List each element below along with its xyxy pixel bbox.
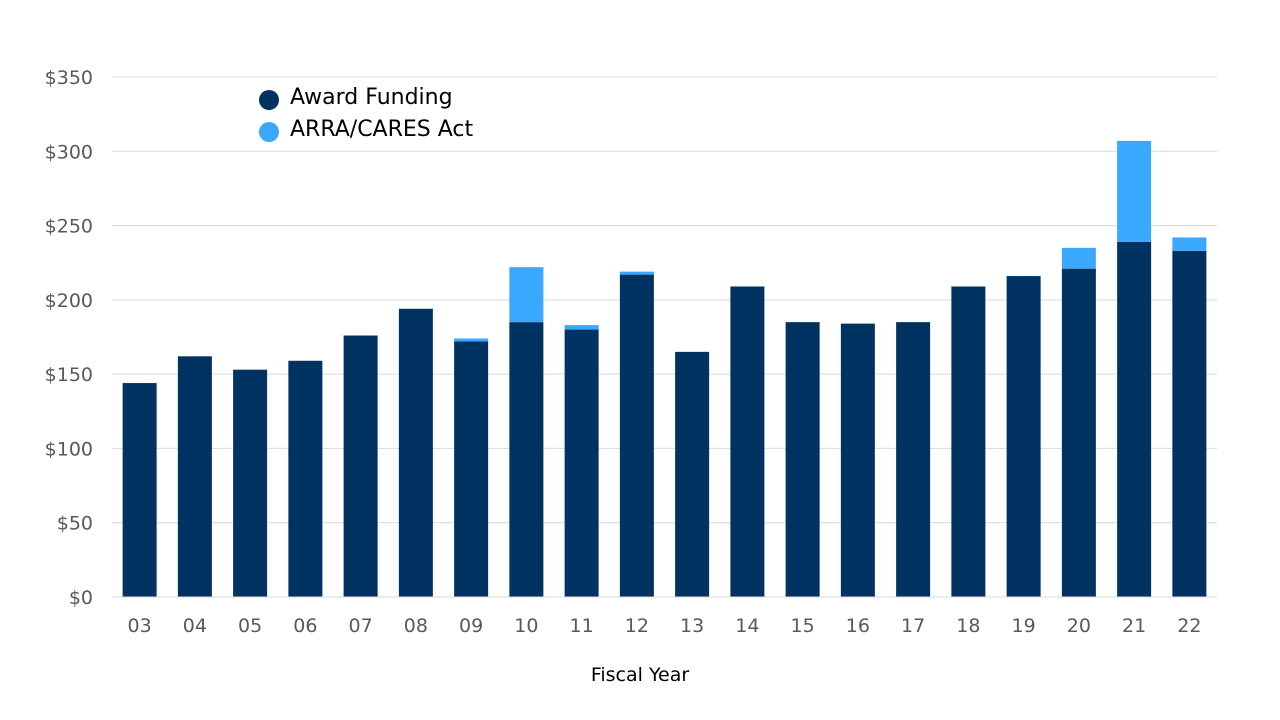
bar-award-funding bbox=[509, 322, 544, 597]
gridlines bbox=[112, 76, 1217, 524]
y-axis-tick-labels: $0 $50 $100 $150 $200 $250 $300 $350 bbox=[45, 67, 93, 609]
legend: Award Funding ARRA/CARES Act bbox=[259, 85, 474, 142]
bar-award-funding bbox=[564, 329, 599, 597]
x-axis-title: Fiscal Year bbox=[591, 664, 690, 686]
bar-award-funding bbox=[1117, 241, 1152, 597]
bar-award-funding bbox=[1172, 250, 1207, 598]
bar-award-funding bbox=[122, 383, 157, 597]
x-tick-label: 06 bbox=[293, 615, 317, 637]
bar-award-funding bbox=[398, 308, 433, 597]
x-tick-label: 12 bbox=[625, 615, 649, 637]
y-tick-label: $200 bbox=[45, 290, 93, 312]
bar-award-funding bbox=[951, 286, 986, 597]
x-tick-label: 11 bbox=[570, 615, 594, 637]
bar-award-funding bbox=[675, 351, 710, 597]
x-tick-label: 03 bbox=[128, 615, 152, 637]
bar-award-funding bbox=[288, 360, 323, 597]
x-axis-tick-labels: 03 04 05 06 07 08 09 10 11 12 13 14 15 16 17 18 19 20 21 22 bbox=[128, 615, 1202, 637]
bar-arra-cares-act bbox=[619, 271, 654, 275]
bar-award-funding bbox=[896, 322, 931, 597]
x-tick-label: 18 bbox=[956, 615, 980, 637]
y-tick-label: $50 bbox=[57, 513, 93, 535]
x-tick-label: 14 bbox=[735, 615, 759, 637]
x-tick-label: 19 bbox=[1012, 615, 1036, 637]
bar-arra-cares-act bbox=[1061, 247, 1096, 269]
x-tick-label: 05 bbox=[238, 615, 262, 637]
bar-arra-cares-act bbox=[1117, 140, 1152, 242]
bar-award-funding bbox=[840, 323, 875, 597]
y-tick-label: $350 bbox=[45, 67, 93, 89]
bar-award-funding bbox=[619, 274, 654, 597]
legend-label: ARRA/CARES Act bbox=[290, 117, 474, 142]
y-tick-label: $250 bbox=[45, 216, 93, 238]
bar-award-funding bbox=[343, 335, 378, 597]
bar-arra-cares-act bbox=[564, 325, 599, 330]
bar-award-funding bbox=[785, 322, 820, 597]
x-tick-label: 22 bbox=[1177, 615, 1201, 637]
x-tick-label: 04 bbox=[183, 615, 207, 637]
x-tick-label: 17 bbox=[901, 615, 925, 637]
bar-award-funding bbox=[1006, 276, 1041, 597]
legend-label: Award Funding bbox=[290, 85, 453, 110]
bars bbox=[122, 140, 1207, 598]
x-tick-label: 15 bbox=[791, 615, 815, 637]
bar-award-funding bbox=[1061, 268, 1096, 597]
bar-arra-cares-act bbox=[1172, 237, 1207, 251]
x-tick-label: 07 bbox=[349, 615, 373, 637]
y-tick-label: $300 bbox=[45, 141, 93, 163]
y-tick-label: $100 bbox=[45, 438, 93, 460]
x-tick-label: 08 bbox=[404, 615, 428, 637]
bar-arra-cares-act bbox=[509, 267, 544, 323]
x-tick-label: 10 bbox=[514, 615, 538, 637]
bar-award-funding bbox=[233, 369, 268, 597]
x-tick-label: 13 bbox=[680, 615, 704, 637]
y-tick-label: $0 bbox=[69, 587, 93, 609]
bar-award-funding bbox=[177, 356, 212, 597]
bar-award-funding bbox=[454, 341, 489, 597]
legend-marker bbox=[259, 90, 279, 110]
legend-marker bbox=[259, 122, 279, 142]
bar-award-funding bbox=[730, 286, 765, 597]
y-tick-label: $150 bbox=[45, 364, 93, 386]
x-tick-label: 16 bbox=[846, 615, 870, 637]
x-tick-label: 09 bbox=[459, 615, 483, 637]
x-tick-label: 21 bbox=[1122, 615, 1146, 637]
bar-arra-cares-act bbox=[454, 338, 489, 342]
x-tick-label: 20 bbox=[1067, 615, 1091, 637]
